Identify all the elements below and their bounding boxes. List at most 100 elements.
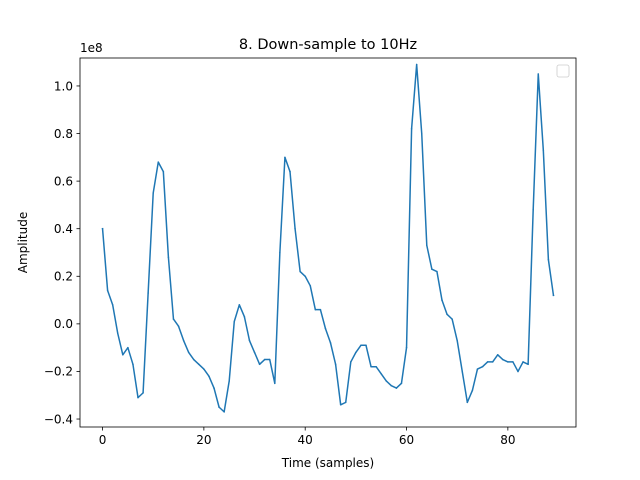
data-point [451, 318, 453, 320]
data-point [466, 401, 469, 404]
y-tick-label: 1.0 [54, 79, 73, 93]
y-tick-label: 0.0 [54, 317, 73, 331]
series-line [101, 63, 555, 413]
data-point [527, 363, 529, 366]
y-tick-label: 0.8 [54, 127, 73, 141]
x-tick-label: 60 [399, 433, 414, 447]
data-point [243, 315, 246, 318]
data-point [329, 342, 332, 344]
data-point [309, 285, 312, 287]
y-tick-label: 0.2 [54, 270, 73, 284]
x-tick-label: 80 [500, 433, 515, 447]
data-point [258, 363, 261, 366]
x-axis: 0 20 40 60 80 [99, 427, 515, 447]
data-point [420, 132, 423, 135]
data-point [182, 339, 185, 342]
data-point [415, 63, 418, 66]
data-point [324, 327, 327, 330]
data-point [248, 339, 251, 342]
data-point [350, 361, 352, 363]
data-point [385, 380, 388, 382]
x-tick-label: 0 [99, 433, 107, 447]
data-point [410, 128, 413, 130]
data-point [431, 268, 433, 270]
data-point [339, 404, 342, 406]
data-point [456, 339, 458, 342]
y-tick-label: −0.2 [44, 365, 73, 379]
data-point [304, 275, 306, 278]
data-point [507, 361, 509, 363]
data-point [223, 411, 225, 413]
data-point [172, 318, 175, 320]
data-point [552, 294, 555, 297]
data-point [542, 149, 545, 151]
data-point [314, 308, 317, 311]
data-point [481, 365, 484, 368]
data-point [203, 368, 205, 370]
data-point [289, 170, 291, 173]
data-point [106, 289, 109, 292]
data-point [461, 370, 464, 373]
data-point [360, 344, 362, 347]
data-point [228, 380, 230, 382]
data-point [486, 361, 489, 363]
data-point [284, 156, 286, 159]
x-axis-label: Time (samples) [281, 456, 374, 470]
y-axis-label: Amplitude [16, 212, 30, 274]
data-point [137, 396, 139, 399]
y-tick-label: 0.4 [54, 222, 73, 236]
plot-frame [79, 57, 577, 428]
data-point [187, 351, 190, 354]
data-point [127, 346, 129, 349]
data-point [294, 227, 296, 230]
data-point [471, 389, 474, 392]
data-point [116, 332, 119, 335]
data-point [446, 313, 448, 316]
data-point [390, 384, 393, 387]
x-tick-label: 20 [196, 433, 211, 447]
data-point [167, 256, 170, 258]
data-point [198, 363, 200, 366]
data-point [491, 361, 494, 363]
data-point [152, 192, 154, 194]
plot-content [101, 63, 555, 413]
data-point [355, 351, 357, 354]
data-point [132, 363, 134, 366]
data-point [263, 358, 266, 361]
data-point [238, 304, 241, 306]
y-scale-offset-label: 1e8 [80, 41, 103, 55]
data-point [299, 270, 301, 273]
data-point [157, 161, 160, 163]
data-point [142, 392, 144, 394]
data-point [532, 208, 534, 211]
legend-box [556, 64, 570, 78]
data-point [253, 351, 256, 354]
data-point [101, 227, 104, 230]
data-point [375, 365, 377, 368]
data-point [344, 401, 347, 404]
data-point [365, 344, 367, 347]
data-point [395, 387, 398, 389]
data-point [522, 361, 524, 363]
data-point [426, 244, 428, 247]
data-point [334, 363, 337, 366]
data-point [370, 365, 372, 368]
data-point [162, 170, 165, 173]
chart-title: 8. Down-sample to 10Hz [239, 37, 417, 53]
data-point [537, 73, 540, 75]
data-point [405, 346, 408, 349]
data-point [512, 361, 514, 363]
data-point [319, 308, 322, 311]
data-point [111, 304, 114, 306]
y-tick-label: −0.4 [44, 412, 73, 426]
data-point [147, 292, 149, 294]
data-point [218, 406, 220, 408]
data-point [476, 368, 479, 370]
y-axis: −0.4 −0.2 0.0 0.2 0.4 0.6 0.8 1.0 [44, 79, 80, 426]
data-point [122, 354, 124, 356]
data-point [192, 358, 195, 361]
data-point [496, 354, 499, 356]
data-point [268, 358, 271, 361]
